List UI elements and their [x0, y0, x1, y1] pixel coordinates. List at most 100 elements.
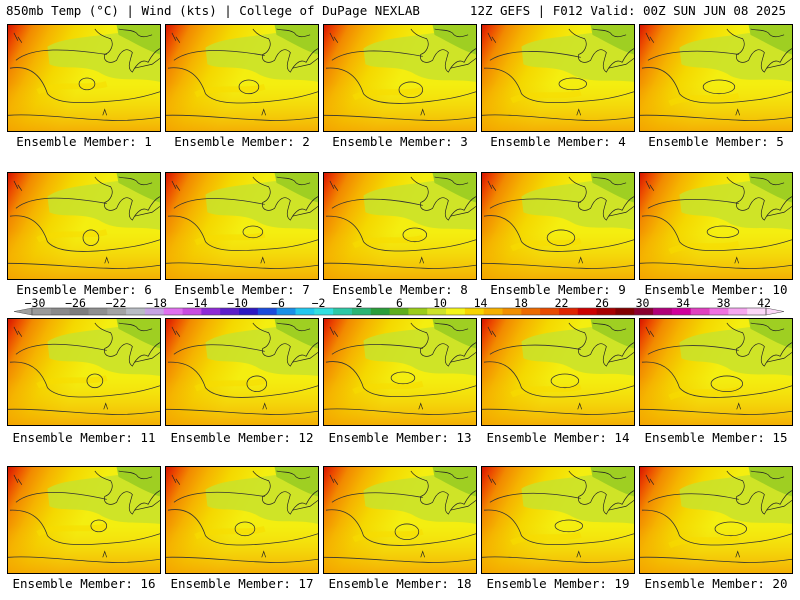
- colorbar-swatch: [88, 308, 108, 315]
- ensemble-member-map: [165, 24, 319, 132]
- colorbar-swatch: [615, 308, 635, 315]
- colorbar-swatch: [314, 308, 334, 315]
- colorbar-tick-label: 42: [757, 296, 771, 310]
- colorbar-swatch: [671, 308, 692, 315]
- colorbar-swatch: [596, 308, 616, 315]
- colorbar-swatch: [747, 308, 767, 315]
- colorbar-tick-label: 2: [355, 296, 363, 310]
- colorbar-swatch: [351, 308, 372, 315]
- colorbar-swatch: [239, 308, 259, 315]
- colorbar-tick-label: 6: [396, 296, 403, 310]
- colorbar-tick-label: −2: [311, 296, 326, 310]
- colorbar-tick-label: −22: [105, 296, 127, 310]
- product-title: 850mb Temp (°C) | Wind (kts) | College o…: [6, 3, 420, 18]
- ensemble-member-map: [7, 318, 161, 426]
- ensemble-member-map: [481, 24, 635, 132]
- ensemble-member-label: Ensemble Member: 5: [648, 134, 784, 149]
- colorbar-swatch: [144, 308, 165, 315]
- colorbar-swatch: [107, 308, 127, 315]
- ensemble-member-label: Ensemble Member: 8: [332, 282, 468, 297]
- ensemble-member-map: [639, 172, 793, 280]
- temperature-colorbar: [13, 307, 785, 316]
- colorbar-swatch: [201, 308, 221, 315]
- colorbar-swatch: [220, 308, 240, 315]
- model-valid-time: 12Z GEFS | F012 Valid: 00Z SUN JUN 08 20…: [469, 3, 786, 18]
- colorbar-swatch: [32, 308, 52, 315]
- colorbar-swatch: [446, 308, 466, 315]
- colorbar-swatch: [408, 308, 428, 315]
- ensemble-member-map: [323, 318, 477, 426]
- ensemble-member-map: [165, 466, 319, 574]
- ensemble-member-map: [165, 318, 319, 426]
- ensemble-member-label: Ensemble Member: 14: [486, 430, 630, 445]
- ensemble-member-label: Ensemble Member: 17: [170, 576, 314, 591]
- ensemble-member-label: Ensemble Member: 10: [644, 282, 788, 297]
- ensemble-member-map: [481, 172, 635, 280]
- colorbar-labels: −30 −26 −22 −18 −14 −10 −6 −2 2 6 10 14 18 22 26 30 34 38…: [0, 296, 800, 310]
- colorbar-swatch: [502, 308, 522, 315]
- ensemble-member-map: [481, 318, 635, 426]
- ensemble-member-map: [165, 172, 319, 280]
- ensemble-member-label: Ensemble Member: 1: [16, 134, 152, 149]
- ensemble-member-map: [481, 466, 635, 574]
- colorbar-tick-label: −14: [186, 296, 208, 310]
- colorbar-tick-label: 22: [554, 296, 569, 310]
- colorbar-tick-label: 18: [514, 296, 528, 310]
- colorbar-tick-label: −10: [227, 296, 248, 310]
- ensemble-member-label: Ensemble Member: 20: [644, 576, 788, 591]
- colorbar-swatch: [540, 308, 560, 315]
- colorbar-swatch: [690, 308, 711, 315]
- ensemble-member-label: Ensemble Member: 16: [12, 576, 156, 591]
- ensemble-member-map: [323, 24, 477, 132]
- ensemble-member-label: Ensemble Member: 7: [174, 282, 310, 297]
- ensemble-member-map: [7, 466, 161, 574]
- ensemble-member-map: [323, 172, 477, 280]
- ensemble-member-map: [639, 466, 793, 574]
- colorbar-swatch: [333, 308, 353, 315]
- colorbar-swatch: [577, 308, 598, 315]
- colorbar-swatch: [257, 308, 278, 315]
- ensemble-member-label: Ensemble Member: 11: [12, 430, 156, 445]
- colorbar-tick-label: −6: [271, 296, 285, 310]
- colorbar-swatch: [126, 308, 146, 315]
- colorbar-tick-label: 30: [635, 296, 650, 310]
- colorbar-swatch: [558, 308, 579, 315]
- ensemble-member-label: Ensemble Member: 13: [328, 430, 472, 445]
- ensemble-member-map: [7, 172, 161, 280]
- colorbar-swatch: [634, 308, 654, 315]
- colorbar-swatch: [464, 308, 485, 315]
- ensemble-member-label: Ensemble Member: 3: [332, 134, 468, 149]
- colorbar-swatch: [163, 308, 184, 315]
- colorbar-swatch: [653, 308, 673, 315]
- ensemble-member-label: Ensemble Member: 15: [644, 430, 788, 445]
- colorbar-swatch: [521, 308, 541, 315]
- colorbar-tick-label: −26: [65, 296, 86, 310]
- ensemble-member-label: Ensemble Member: 19: [486, 576, 630, 591]
- colorbar-tick-label: 26: [595, 296, 609, 310]
- ensemble-member-label: Ensemble Member: 2: [174, 134, 310, 149]
- colorbar-swatch: [709, 308, 729, 315]
- ensemble-member-map: [323, 466, 477, 574]
- colorbar-swatch: [50, 308, 71, 315]
- colorbar-swatch: [728, 308, 748, 315]
- colorbar-tick-label: −18: [146, 296, 167, 310]
- ensemble-member-label: Ensemble Member: 18: [328, 576, 472, 591]
- colorbar-tick-label: −30: [24, 296, 46, 310]
- colorbar-tick-label: 14: [473, 296, 488, 310]
- ensemble-member-map: [7, 24, 161, 132]
- colorbar-swatch: [295, 308, 315, 315]
- colorbar-tick-label: 10: [433, 296, 447, 310]
- ensemble-member-label: Ensemble Member: 12: [170, 430, 314, 445]
- colorbar-swatch: [370, 308, 391, 315]
- ensemble-member-label: Ensemble Member: 6: [16, 282, 152, 297]
- colorbar-swatch: [276, 308, 296, 315]
- colorbar-swatch: [389, 308, 409, 315]
- colorbar-tick-label: 38: [716, 296, 731, 310]
- ensemble-member-label: Ensemble Member: 9: [490, 282, 626, 297]
- colorbar-swatch: [483, 308, 504, 315]
- colorbar-swatch: [427, 308, 447, 315]
- ensemble-member-map: [639, 318, 793, 426]
- colorbar-swatch: [69, 308, 89, 315]
- colorbar-swatch: [182, 308, 202, 315]
- ensemble-member-map: [639, 24, 793, 132]
